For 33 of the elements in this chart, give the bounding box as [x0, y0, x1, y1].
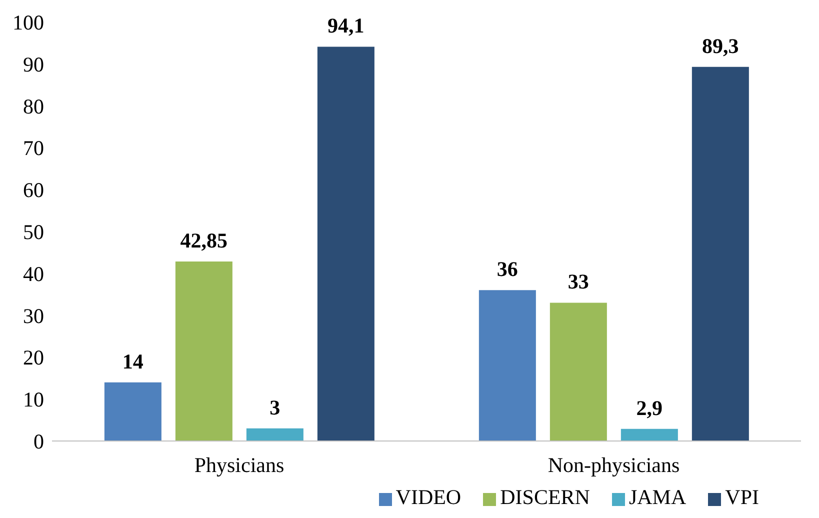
y-tick-label: 90 — [23, 52, 44, 76]
y-tick-label: 0 — [34, 429, 44, 454]
legend-label: JAMA — [628, 485, 686, 509]
legend-label: DISCERN — [500, 485, 590, 509]
x-tick-label: Non-physicians — [548, 452, 680, 477]
y-tick-label: 80 — [23, 94, 44, 118]
bar — [175, 261, 232, 441]
y-tick-label: 60 — [23, 178, 44, 202]
bar — [478, 290, 536, 441]
data-label: 89,3 — [702, 34, 739, 58]
data-label: 94,1 — [328, 14, 364, 38]
x-tick-label: Physicians — [194, 452, 284, 477]
bar — [692, 66, 749, 441]
y-tick-label: 50 — [23, 220, 44, 244]
y-tick-label: 10 — [23, 388, 44, 412]
data-label: 42,85 — [180, 228, 228, 252]
y-tick-label: 100 — [12, 10, 44, 34]
data-label: 14 — [122, 349, 144, 374]
y-tick-label: 30 — [23, 304, 44, 328]
data-label: 3 — [270, 395, 280, 420]
legend-label: VIDEO — [396, 485, 462, 509]
y-tick-label: 70 — [23, 136, 44, 160]
data-label: 2,9 — [636, 396, 663, 420]
legend-label: VPI — [725, 485, 759, 509]
bar — [550, 302, 607, 441]
bar — [317, 46, 374, 441]
y-tick-label: 40 — [23, 262, 44, 286]
data-label: 36 — [496, 257, 518, 282]
bar — [620, 428, 678, 441]
y-tick-label: 20 — [23, 346, 44, 370]
data-label: 33 — [568, 270, 589, 294]
bar — [246, 428, 304, 441]
bar — [104, 382, 162, 441]
